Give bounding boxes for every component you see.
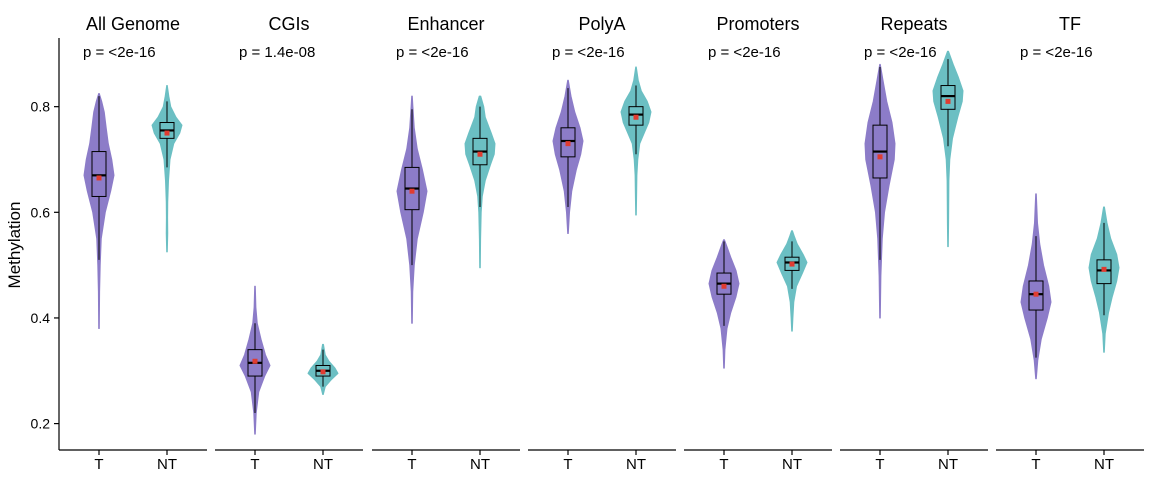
mean-marker	[252, 358, 258, 364]
x-tick-label: T	[719, 456, 728, 473]
x-tick-label: T	[407, 456, 416, 473]
x-tick-label: NT	[938, 456, 958, 473]
violin-t: T	[864, 63, 896, 473]
mean-marker	[409, 188, 415, 194]
panel-enhancer: Enhancer p = <2e-16 T NT	[372, 14, 520, 473]
panel-polya: PolyA p = <2e-16 T NT	[528, 14, 676, 473]
mean-marker	[789, 261, 795, 267]
panels: All Genome p = <2e-16 T NT CGIs p = 1.4e-08 T N…	[59, 14, 1144, 473]
panel-title: All Genome	[86, 14, 180, 34]
panel-cgis: CGIs p = 1.4e-08 T NT	[215, 14, 363, 473]
p-value-label: p = <2e-16	[83, 44, 156, 61]
x-tick-label: NT	[313, 456, 333, 473]
box	[784, 256, 800, 271]
mean-marker	[565, 141, 571, 147]
panel-title: TF	[1059, 14, 1081, 34]
violin-t: T	[396, 95, 428, 473]
violin-t: T	[708, 239, 740, 473]
panel-title: Enhancer	[407, 14, 484, 34]
panel-promoters: Promoters p = <2e-16 T NT	[684, 14, 832, 473]
box	[91, 151, 107, 197]
panel-repeats: Repeats p = <2e-16 T NT	[840, 14, 988, 473]
violin-nt: NT	[620, 66, 652, 473]
violin-shape	[1088, 206, 1120, 353]
violin-nt: NT	[307, 343, 339, 473]
mean-marker	[96, 175, 102, 181]
violin-t: T	[83, 92, 115, 473]
panel-title: CGIs	[268, 14, 309, 34]
panel-title: Promoters	[716, 14, 799, 34]
y-tick-label: 0.6	[31, 204, 51, 220]
violin-nt: NT	[932, 50, 964, 473]
panel-title: Repeats	[880, 14, 947, 34]
x-tick-label: NT	[1094, 456, 1114, 473]
violin-nt: NT	[464, 95, 496, 473]
box	[940, 85, 956, 110]
x-tick-label: T	[250, 456, 259, 473]
x-tick-label: NT	[470, 456, 490, 473]
box	[1096, 259, 1112, 285]
box	[1028, 280, 1044, 311]
y-axis: Methylation 0.2 0.4 0.6 0.8	[5, 38, 60, 450]
panel-title: PolyA	[578, 14, 625, 34]
box	[560, 127, 576, 158]
x-tick-label: NT	[626, 456, 646, 473]
mean-marker	[877, 154, 883, 160]
panel-tf: TF p = <2e-16 T NT	[996, 14, 1144, 473]
panel-all-genome: All Genome p = <2e-16 T NT	[59, 14, 207, 473]
y-tick-label: 0.2	[31, 416, 51, 432]
x-tick-label: NT	[782, 456, 802, 473]
x-tick-label: T	[1031, 456, 1040, 473]
y-axis-label: Methylation	[5, 202, 24, 289]
violin-nt: NT	[776, 230, 808, 473]
mean-marker	[1101, 266, 1107, 272]
box	[628, 106, 644, 126]
mean-marker	[945, 98, 951, 104]
p-value-label: p = <2e-16	[1020, 44, 1093, 61]
violin-t: T	[1020, 193, 1052, 473]
p-value-label: p = <2e-16	[864, 44, 937, 61]
violin-shape	[1020, 193, 1052, 380]
violin-t: T	[239, 285, 271, 473]
mean-marker	[633, 114, 639, 120]
y-tick-label: 0.8	[31, 99, 51, 115]
x-tick-label: NT	[157, 456, 177, 473]
y-tick-label: 0.4	[31, 310, 51, 326]
mean-marker	[721, 283, 727, 289]
violin-t: T	[552, 79, 584, 473]
violin-nt: NT	[151, 85, 183, 473]
mean-marker	[1033, 291, 1039, 297]
p-value-label: p = <2e-16	[708, 44, 781, 61]
x-tick-label: T	[94, 456, 103, 473]
violin-nt: NT	[1088, 206, 1120, 473]
p-value-label: p = <2e-16	[396, 44, 469, 61]
p-value-label: p = <2e-16	[552, 44, 625, 61]
p-value-label: p = 1.4e-08	[239, 44, 315, 61]
x-tick-label: T	[563, 456, 572, 473]
mean-marker	[164, 130, 170, 136]
mean-marker	[477, 151, 483, 157]
x-tick-label: T	[875, 456, 884, 473]
mean-marker	[320, 369, 326, 375]
